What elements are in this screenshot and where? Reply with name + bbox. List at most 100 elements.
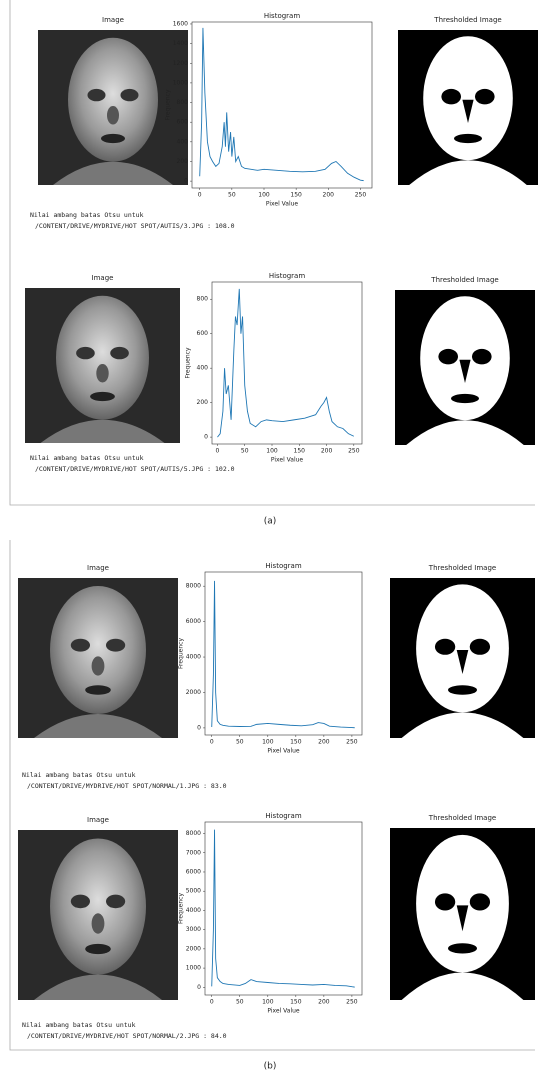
x-tick-label: 0	[198, 192, 202, 199]
photo-eye	[71, 639, 90, 652]
photo-nose	[107, 106, 119, 125]
photo-mouth	[101, 134, 125, 143]
caption: Nilai ambang batas Otsu untuk	[22, 1021, 136, 1029]
chart-title: Histogram	[264, 12, 300, 20]
y-tick-label: 8000	[186, 830, 201, 837]
y-axis-label: Frequency	[178, 893, 185, 924]
figure: (a) (b) Image Thresholded Image Histogram P…	[0, 0, 541, 1076]
y-axis-label: Frequency	[178, 638, 185, 669]
mask-eye	[435, 893, 455, 910]
y-tick-label: 6000	[186, 618, 201, 625]
x-tick-label: 250	[348, 448, 360, 455]
y-tick-label: 400	[197, 365, 209, 372]
x-axis-label: Pixel Value	[271, 457, 304, 464]
panel-label: (b)	[264, 1062, 277, 1072]
y-tick-label: 0	[197, 984, 201, 991]
x-tick-label: 200	[321, 448, 333, 455]
photo-mouth	[85, 944, 111, 954]
x-axis-label: Pixel Value	[267, 1008, 300, 1015]
image-title: Image	[87, 564, 109, 572]
y-tick-label: 200	[177, 158, 189, 165]
y-axis-label: Frequency	[185, 347, 192, 378]
mask-mouth	[448, 685, 477, 695]
y-tick-label: 8000	[186, 583, 201, 590]
y-tick-label: 200	[197, 399, 209, 406]
y-tick-label: 1200	[173, 60, 188, 67]
mask-eye	[475, 89, 495, 105]
x-tick-label: 100	[266, 448, 278, 455]
photo-mouth	[85, 685, 111, 695]
mask-eye	[438, 349, 458, 365]
caption: /CONTENT/DRIVE/MYDRIVE/HOT SPOT/AUTIS/3.…	[35, 222, 235, 230]
mask-mouth	[451, 394, 479, 403]
caption: /CONTENT/DRIVE/MYDRIVE/HOT SPOT/NORMAL/2…	[27, 1032, 227, 1040]
plot-area	[205, 572, 362, 735]
x-tick-label: 0	[216, 448, 220, 455]
photo-eye	[76, 347, 95, 359]
x-tick-label: 200	[318, 739, 330, 746]
photo-eye	[110, 347, 129, 359]
y-tick-label: 1600	[173, 20, 188, 27]
thresholded-title: Thresholded Image	[428, 814, 496, 822]
y-tick-label: 800	[197, 296, 209, 303]
x-tick-label: 250	[346, 739, 358, 746]
image-title: Image	[92, 274, 114, 282]
x-tick-label: 150	[290, 192, 302, 199]
mask-eye	[441, 89, 461, 105]
photo-eye	[121, 89, 139, 101]
y-tick-label: 3000	[186, 926, 201, 933]
x-tick-label: 0	[210, 999, 214, 1006]
y-tick-label: 0	[184, 178, 188, 185]
x-tick-label: 150	[294, 448, 306, 455]
y-tick-label: 4000	[186, 907, 201, 914]
caption: /CONTENT/DRIVE/MYDRIVE/HOT SPOT/AUTIS/5.…	[35, 465, 235, 473]
x-tick-label: 150	[290, 739, 302, 746]
x-tick-label: 50	[228, 192, 236, 199]
photo-nose	[92, 656, 105, 675]
y-tick-label: 1400	[173, 40, 188, 47]
x-tick-label: 50	[241, 448, 249, 455]
mask-mouth	[448, 943, 477, 953]
thresholded-title: Thresholded Image	[430, 276, 498, 284]
thresholded-title: Thresholded Image	[428, 564, 496, 572]
chart-title: Histogram	[265, 562, 301, 570]
x-tick-label: 0	[210, 739, 214, 746]
chart-title: Histogram	[265, 812, 301, 820]
photo-eye	[106, 895, 125, 909]
plot-area	[212, 282, 362, 444]
y-tick-label: 600	[177, 119, 189, 126]
photo-mouth	[90, 392, 115, 401]
caption: Nilai ambang batas Otsu untuk	[30, 211, 144, 219]
photo-eye	[71, 895, 90, 909]
y-tick-label: 600	[197, 330, 209, 337]
y-tick-label: 0	[204, 434, 208, 441]
y-tick-label: 1000	[186, 965, 201, 972]
caption: Nilai ambang batas Otsu untuk	[22, 771, 136, 779]
y-tick-label: 800	[177, 99, 189, 106]
photo-nose	[96, 364, 108, 383]
thresholded-title: Thresholded Image	[433, 16, 501, 24]
x-tick-label: 100	[258, 192, 270, 199]
x-tick-label: 200	[323, 192, 335, 199]
photo-nose	[92, 913, 105, 933]
y-axis-label: Frequency	[165, 89, 172, 120]
plot-area	[205, 822, 362, 995]
x-axis-label: Pixel Value	[267, 748, 300, 755]
y-tick-label: 1000	[173, 79, 188, 86]
y-tick-label: 7000	[186, 849, 201, 856]
photo-eye	[88, 89, 106, 101]
x-tick-label: 250	[355, 192, 367, 199]
mask-eye	[470, 893, 490, 910]
mask-eye	[470, 639, 490, 655]
y-tick-label: 4000	[186, 654, 201, 661]
page: (a) (b) Image Thresholded Image Histogram P…	[0, 0, 541, 1076]
y-tick-label: 400	[177, 138, 189, 145]
caption: Nilai ambang batas Otsu untuk	[30, 454, 144, 462]
panel-label: (a)	[264, 517, 277, 527]
x-tick-label: 250	[346, 999, 358, 1006]
y-tick-label: 0	[197, 724, 201, 731]
x-tick-label: 150	[290, 999, 302, 1006]
image-title: Image	[102, 16, 124, 24]
image-title: Image	[87, 816, 109, 824]
chart-title: Histogram	[269, 272, 305, 280]
